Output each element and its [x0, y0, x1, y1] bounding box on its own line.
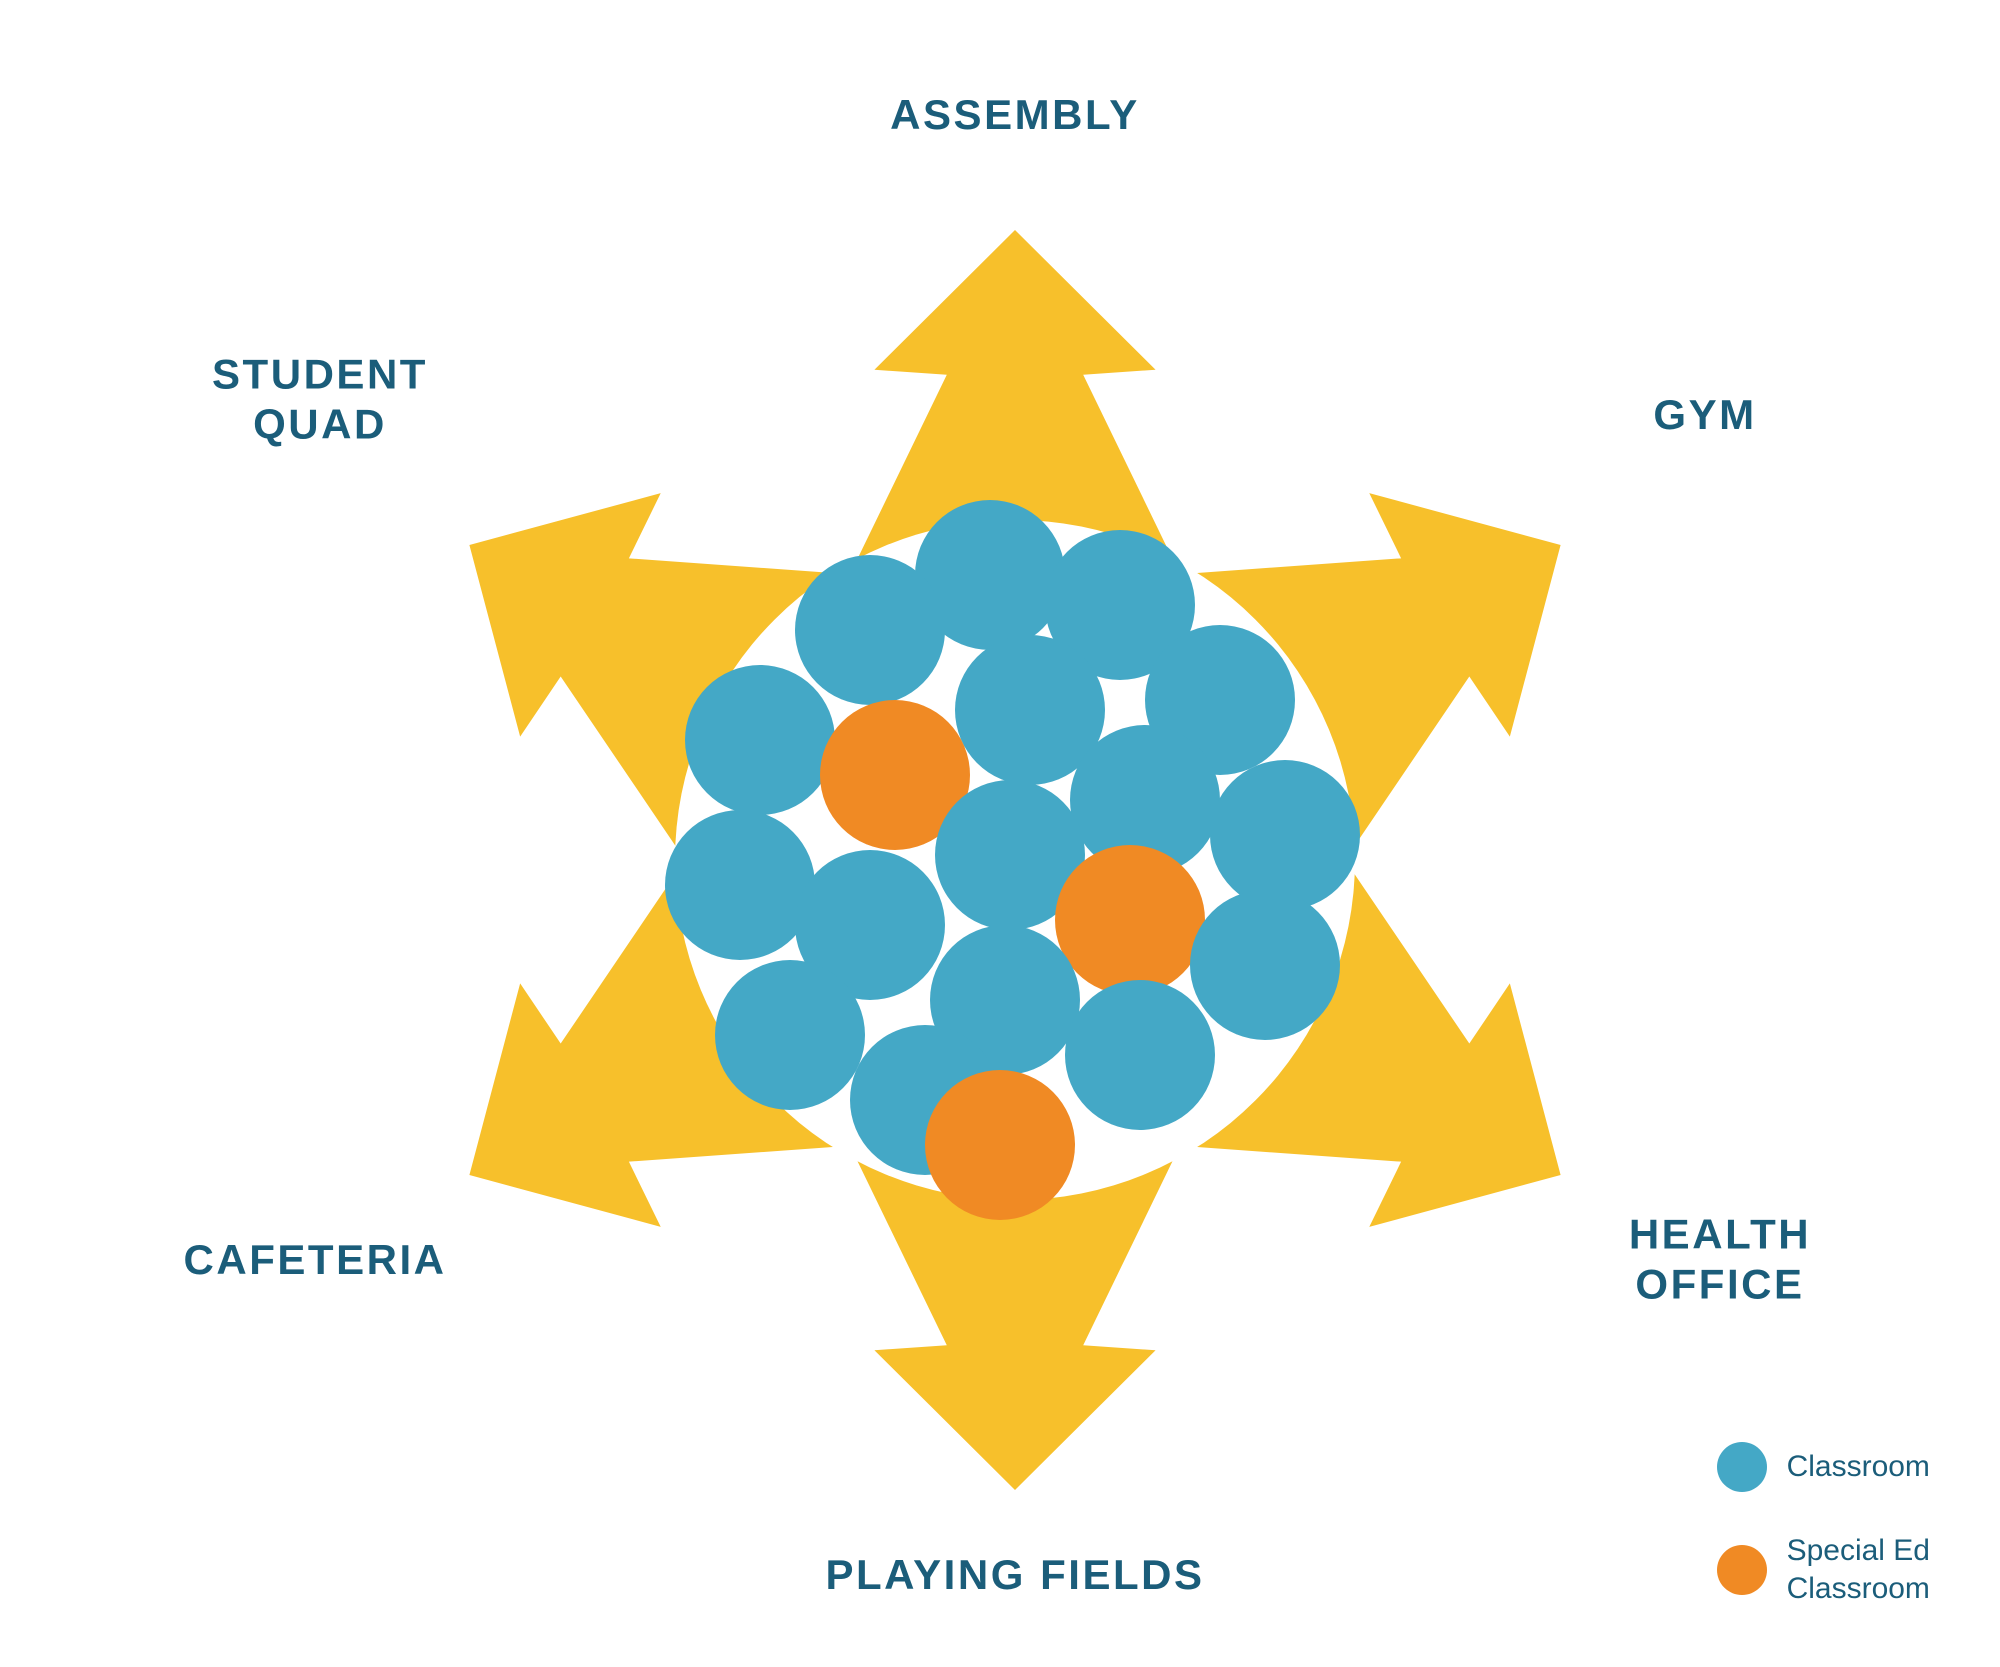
special-ed-dot: [925, 1070, 1075, 1220]
classroom-dot: [1065, 980, 1215, 1130]
diagram-stage: Classroom Special Ed Classroom ASSEMBLY GY…: [0, 0, 2000, 1667]
notch-4: [425, 750, 645, 970]
special-ed-dot: [1055, 845, 1205, 995]
diagram-svg: [0, 0, 2000, 1667]
label-health_office: HEALTH OFFICE: [1629, 1210, 1811, 1311]
classroom-dot: [1190, 890, 1340, 1040]
classroom-dot: [715, 960, 865, 1110]
notch-3: [665, 1166, 885, 1386]
legend-label: Classroom: [1787, 1448, 1930, 1486]
legend-row-0: Classroom: [1717, 1442, 1930, 1492]
legend-label: Special Ed Classroom: [1787, 1532, 1930, 1607]
label-gym: GYM: [1653, 390, 1756, 440]
label-playing_fields: PLAYING FIELDS: [825, 1550, 1204, 1600]
notch-2: [1145, 1166, 1365, 1386]
classroom-dot: [795, 555, 945, 705]
legend-row-1: Special Ed Classroom: [1717, 1532, 1930, 1607]
notch-0: [1145, 334, 1365, 554]
classroom-dot: [665, 810, 815, 960]
legend: Classroom Special Ed Classroom: [1717, 1442, 1930, 1607]
label-assembly: ASSEMBLY: [890, 90, 1140, 140]
label-student_quad: STUDENT QUAD: [212, 350, 428, 451]
notch-1: [1385, 750, 1605, 970]
label-cafeteria: CAFETERIA: [183, 1235, 446, 1285]
classroom-dot: [1210, 760, 1360, 910]
notch-5: [665, 334, 885, 554]
legend-swatch: [1717, 1442, 1767, 1492]
classroom-dot: [685, 665, 835, 815]
legend-swatch: [1717, 1545, 1767, 1595]
